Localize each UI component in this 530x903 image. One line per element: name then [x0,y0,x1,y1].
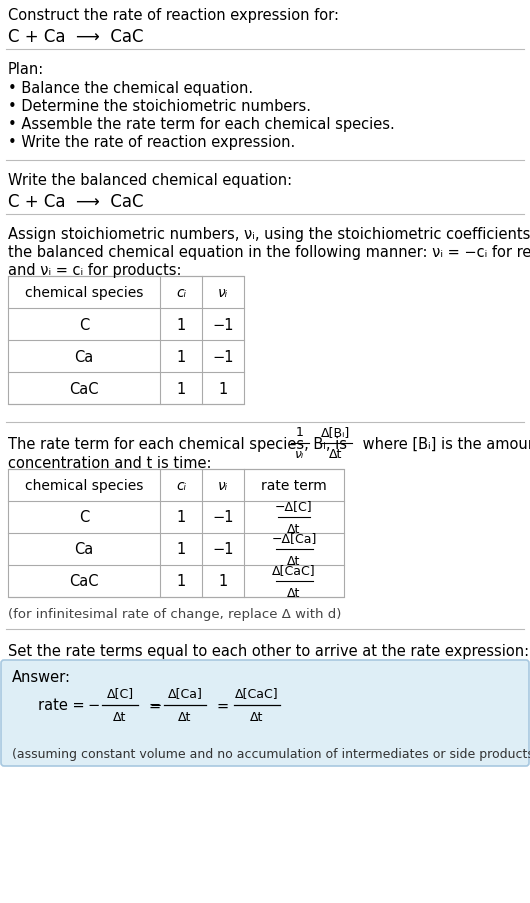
Text: (for infinitesimal rate of change, replace Δ with d): (for infinitesimal rate of change, repla… [8,608,341,620]
Text: cᵢ: cᵢ [176,285,186,300]
Text: Plan:: Plan: [8,62,44,77]
Text: 1: 1 [176,349,186,364]
Text: Set the rate terms equal to each other to arrive at the rate expression:: Set the rate terms equal to each other t… [8,643,529,658]
Text: C: C [79,317,89,332]
Text: −: − [150,698,162,712]
Text: νᵢ: νᵢ [218,479,228,492]
Text: Δt: Δt [287,523,301,535]
Text: chemical species: chemical species [25,479,143,492]
Text: Answer:: Answer: [12,669,71,684]
Text: Δt: Δt [113,711,127,723]
Text: −Δ[Ca]: −Δ[Ca] [271,531,317,545]
Text: 1: 1 [176,574,186,589]
Text: Δt: Δt [329,448,343,461]
Text: Δ[CaC]: Δ[CaC] [235,686,279,699]
Text: Δ[Bᵢ]: Δ[Bᵢ] [321,425,351,439]
Text: Ca: Ca [74,542,94,557]
Text: 1: 1 [218,381,227,396]
Text: where [Bᵢ] is the amount: where [Bᵢ] is the amount [358,436,530,452]
Text: • Balance the chemical equation.: • Balance the chemical equation. [8,81,253,96]
Text: Assign stoichiometric numbers, νᵢ, using the stoichiometric coefficients, cᵢ, fr: Assign stoichiometric numbers, νᵢ, using… [8,227,530,242]
Text: (assuming constant volume and no accumulation of intermediates or side products): (assuming constant volume and no accumul… [12,747,530,760]
Text: Δt: Δt [178,711,192,723]
Text: CaC: CaC [69,574,99,589]
Text: • Write the rate of reaction expression.: • Write the rate of reaction expression. [8,135,295,150]
Text: 1: 1 [218,574,227,589]
Text: chemical species: chemical species [25,285,143,300]
Text: CaC: CaC [69,381,99,396]
Text: C + Ca  ⟶  CaC: C + Ca ⟶ CaC [8,192,144,210]
Text: 1: 1 [176,542,186,557]
Text: concentration and t is time:: concentration and t is time: [8,455,211,470]
Text: • Determine the stoichiometric numbers.: • Determine the stoichiometric numbers. [8,99,311,114]
Text: −1: −1 [212,317,234,332]
Bar [8,276,244,405]
Text: Δt: Δt [250,711,264,723]
Text: The rate term for each chemical species, Bᵢ, is: The rate term for each chemical species,… [8,436,347,452]
Text: and νᵢ = cᵢ for products:: and νᵢ = cᵢ for products: [8,263,181,278]
Text: −1: −1 [212,510,234,525]
Text: Δt: Δt [287,586,301,600]
Text: Δ[C]: Δ[C] [107,686,134,699]
Text: cᵢ: cᵢ [176,479,186,492]
Text: −Δ[C]: −Δ[C] [275,499,313,512]
Text: −: − [88,698,100,712]
Text: • Assemble the rate term for each chemical species.: • Assemble the rate term for each chemic… [8,116,395,132]
Text: −1: −1 [212,542,234,557]
Text: νᵢ: νᵢ [295,448,305,461]
Text: Δt: Δt [287,554,301,567]
Text: rate =: rate = [38,698,85,712]
Text: Ca: Ca [74,349,94,364]
Text: 1: 1 [176,381,186,396]
Text: C + Ca  ⟶  CaC: C + Ca ⟶ CaC [8,28,144,46]
Text: rate term: rate term [261,479,327,492]
Text: 1: 1 [296,425,304,439]
Text: Δ[CaC]: Δ[CaC] [272,563,316,576]
Text: Write the balanced chemical equation:: Write the balanced chemical equation: [8,172,292,188]
Text: Construct the rate of reaction expression for:: Construct the rate of reaction expressio… [8,8,339,23]
FancyBboxPatch shape [1,660,529,766]
Text: =: = [148,698,160,712]
Text: 1: 1 [176,510,186,525]
Bar [8,470,344,598]
Text: =: = [216,698,228,712]
Text: Δ[Ca]: Δ[Ca] [167,686,202,699]
Text: −1: −1 [212,349,234,364]
Text: C: C [79,510,89,525]
Text: νᵢ: νᵢ [218,285,228,300]
Text: the balanced chemical equation in the following manner: νᵢ = −cᵢ for reactants: the balanced chemical equation in the fo… [8,245,530,260]
Text: 1: 1 [176,317,186,332]
